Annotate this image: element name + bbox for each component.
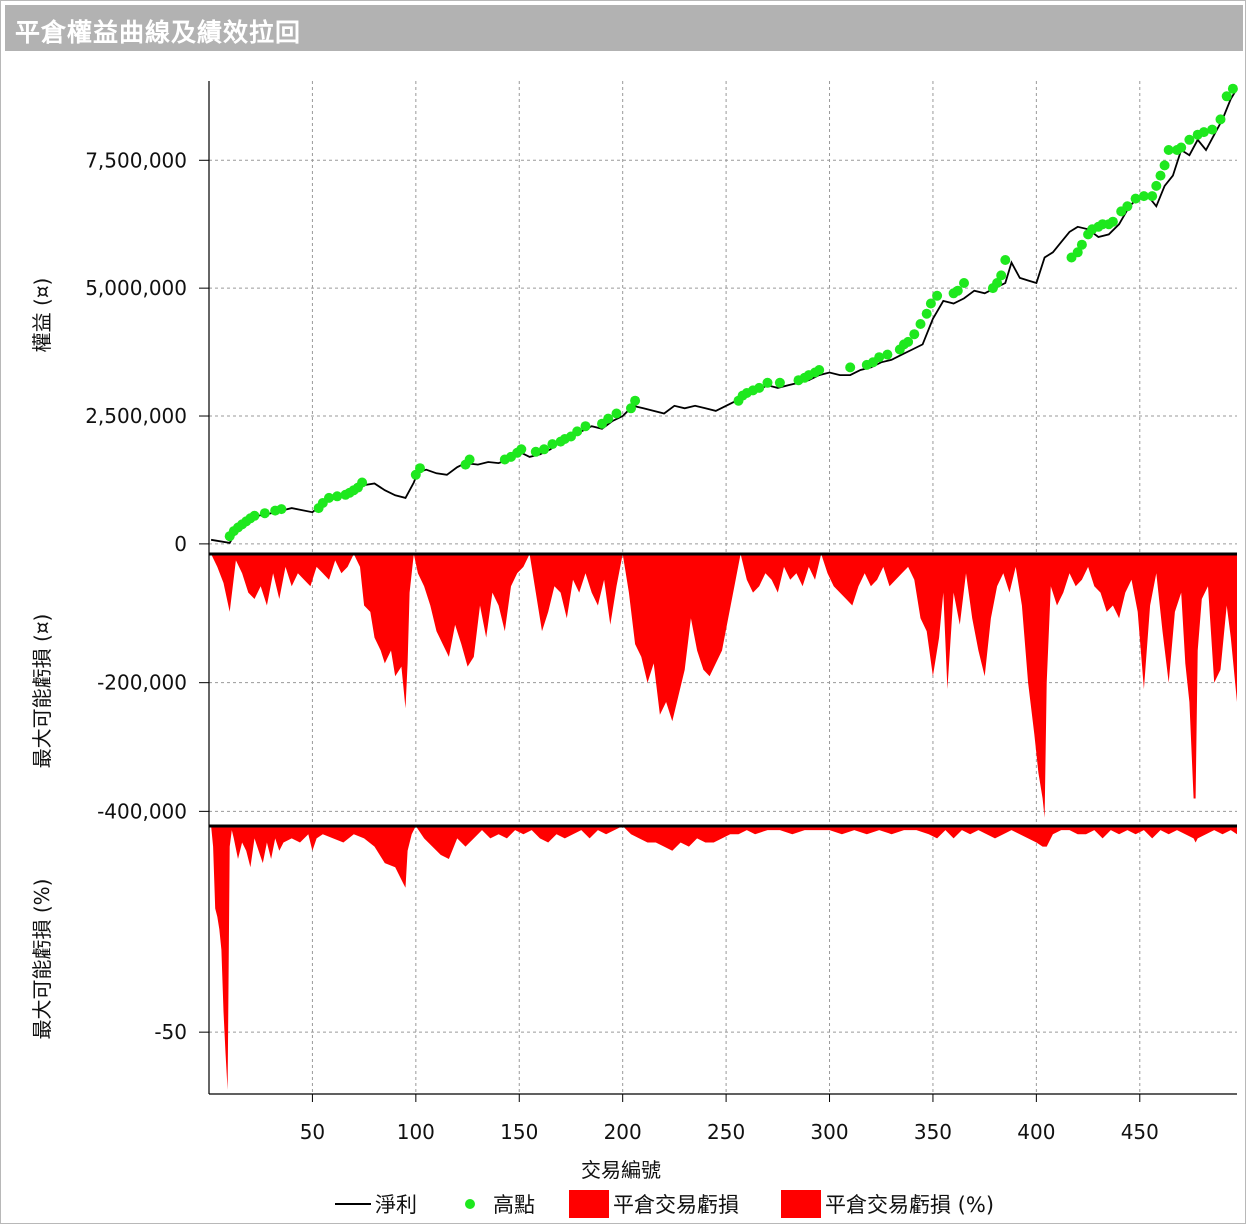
x-tick-label: 150 bbox=[500, 1120, 538, 1144]
y-tick-label: -50 bbox=[154, 1020, 187, 1044]
equity-high-point bbox=[1107, 216, 1118, 227]
equity-high-point bbox=[774, 377, 785, 388]
x-tick-label: 50 bbox=[300, 1120, 325, 1144]
equity-high-point bbox=[754, 382, 765, 393]
equity-high-point bbox=[903, 336, 914, 347]
equity-high-point bbox=[603, 413, 614, 424]
equity-high-point bbox=[915, 319, 926, 329]
equity-high-point bbox=[630, 395, 641, 406]
x-tick-label: 200 bbox=[604, 1120, 642, 1144]
legend-label: 平倉交易虧損 (%) bbox=[825, 1193, 994, 1217]
equity-high-point bbox=[464, 454, 475, 465]
legend-label: 淨利 bbox=[375, 1193, 417, 1217]
y-tick-label: 0 bbox=[174, 532, 187, 556]
equity-high-point bbox=[611, 408, 622, 419]
x-tick-label: 350 bbox=[914, 1120, 952, 1144]
x-tick-label: 250 bbox=[707, 1120, 745, 1144]
equity-high-point bbox=[874, 352, 885, 363]
equity-high-point bbox=[276, 504, 287, 515]
equity-high-point bbox=[1159, 160, 1170, 171]
equity-high-point bbox=[1155, 170, 1166, 181]
equity-high-point bbox=[332, 491, 343, 502]
equity-high-point bbox=[952, 285, 963, 296]
equity-high-point bbox=[1130, 193, 1141, 204]
legend-dot-marker bbox=[465, 1199, 475, 1209]
equity-high-point bbox=[921, 308, 932, 319]
legend-label: 平倉交易虧損 bbox=[613, 1193, 739, 1217]
equity-high-point bbox=[259, 508, 270, 519]
equity-high-point bbox=[932, 290, 943, 301]
equity-line bbox=[210, 88, 1238, 544]
equity-high-point bbox=[1227, 83, 1238, 94]
equity-high-point bbox=[1163, 145, 1174, 155]
equity-high-point bbox=[516, 444, 527, 455]
drawdown-area bbox=[211, 554, 1238, 818]
legend-box-marker bbox=[781, 1190, 821, 1218]
equity-high-point bbox=[814, 365, 825, 375]
y-axis-title: 權益 (¤) bbox=[30, 278, 54, 353]
equity-high-point bbox=[547, 439, 558, 450]
equity-high-point bbox=[580, 421, 591, 432]
equity-high-point bbox=[909, 329, 920, 340]
equity-high-point bbox=[1072, 247, 1083, 258]
equity-high-point bbox=[1076, 239, 1087, 250]
equity-high-point bbox=[762, 377, 773, 388]
equity-high-point bbox=[249, 510, 260, 521]
y-tick-label: 5,000,000 bbox=[85, 276, 187, 300]
equity-high-point bbox=[572, 426, 583, 437]
legend-label: 高點 bbox=[493, 1193, 535, 1217]
equity-high-point bbox=[1184, 134, 1195, 145]
equity-high-point bbox=[1151, 180, 1162, 191]
legend-box-marker bbox=[569, 1190, 609, 1218]
equity-high-point bbox=[1207, 124, 1218, 135]
y-tick-label: -200,000 bbox=[97, 671, 187, 695]
x-axis-title: 交易編號 bbox=[581, 1158, 661, 1182]
y-tick-label: 2,500,000 bbox=[85, 404, 187, 428]
chart-title: 平倉權益曲線及績效拉回 bbox=[15, 18, 302, 47]
equity-high-point bbox=[1138, 191, 1149, 202]
y-axis-title: 最大可能虧損 (%) bbox=[30, 879, 54, 1040]
equity-high-point bbox=[882, 349, 893, 360]
equity-high-point bbox=[324, 492, 334, 503]
equity-high-point bbox=[1122, 201, 1133, 212]
equity-high-point bbox=[415, 463, 425, 474]
equity-high-point bbox=[992, 278, 1003, 288]
equity-high-point bbox=[1176, 142, 1187, 153]
equity-high-point bbox=[996, 270, 1007, 281]
title-bar: 平倉權益曲線及績效拉回 bbox=[5, 5, 1243, 51]
equity-high-point bbox=[1147, 191, 1158, 202]
equity-high-point bbox=[1198, 127, 1209, 138]
y-axis-title: 最大可能虧損 (¤) bbox=[30, 614, 54, 769]
x-tick-label: 450 bbox=[1121, 1120, 1159, 1144]
x-tick-label: 300 bbox=[810, 1120, 848, 1144]
y-tick-label: 7,500,000 bbox=[85, 148, 187, 172]
equity-high-point bbox=[1000, 255, 1011, 265]
y-tick-label: -400,000 bbox=[97, 799, 187, 823]
equity-high-point bbox=[845, 362, 856, 373]
equity-high-point bbox=[925, 298, 936, 309]
chart-canvas: 0 2,500,000 5,000,000 7,500,000 -200,000 -400… bbox=[30, 81, 1238, 1218]
equity-high-point bbox=[626, 403, 636, 414]
equity-high-point bbox=[357, 477, 368, 488]
equity-high-point bbox=[530, 446, 541, 457]
equity-high-point bbox=[1221, 91, 1232, 102]
x-tick-label: 400 bbox=[1017, 1120, 1055, 1144]
equity-high-point bbox=[1215, 114, 1226, 125]
x-tick-label: 100 bbox=[397, 1120, 435, 1144]
equity-high-point bbox=[959, 278, 969, 288]
drawdown-pct-area bbox=[211, 826, 1238, 1090]
equity-high-point bbox=[539, 444, 550, 455]
